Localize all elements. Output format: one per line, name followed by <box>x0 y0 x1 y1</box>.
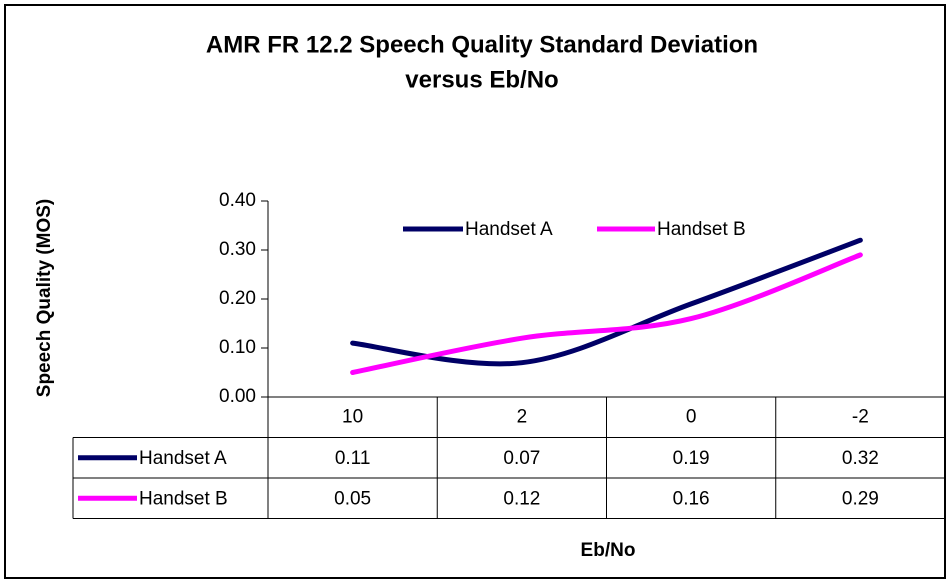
y-tick-label: 0.10 <box>219 337 256 358</box>
y-tick-label: 0.30 <box>219 239 256 260</box>
y-tick-label: 0.20 <box>219 288 256 309</box>
table-row-label: Handset A <box>139 448 227 469</box>
table-cell: 0.16 <box>673 488 710 509</box>
x-axis-title: Eb/No <box>581 540 636 561</box>
x-tick-label: -2 <box>852 406 869 427</box>
table-cell: 0.32 <box>842 448 879 469</box>
table-cell: 0.19 <box>673 448 710 469</box>
x-tick-label: 2 <box>517 406 528 427</box>
chart-title: AMR FR 12.2 Speech Quality Standard Devi… <box>206 31 758 58</box>
chart-border <box>4 4 946 579</box>
y-axis-title: Speech Quality (MOS) <box>34 199 55 397</box>
chart-title: versus Eb/No <box>405 66 558 93</box>
legend-label: Handset B <box>657 219 746 240</box>
table-cell: 0.29 <box>842 488 879 509</box>
table-cell: 0.12 <box>503 488 540 509</box>
y-tick-label: 0.40 <box>219 190 256 211</box>
table-cell: 0.07 <box>503 448 540 469</box>
y-tick-label: 0.00 <box>219 386 256 407</box>
legend-label: Handset A <box>465 219 553 240</box>
x-tick-label: 10 <box>342 406 363 427</box>
table-row-label: Handset B <box>139 488 228 509</box>
series-line <box>350 252 863 375</box>
table-cell: 0.11 <box>335 448 371 469</box>
table-cell: 0.05 <box>334 488 371 509</box>
x-tick-label: 0 <box>686 406 697 427</box>
